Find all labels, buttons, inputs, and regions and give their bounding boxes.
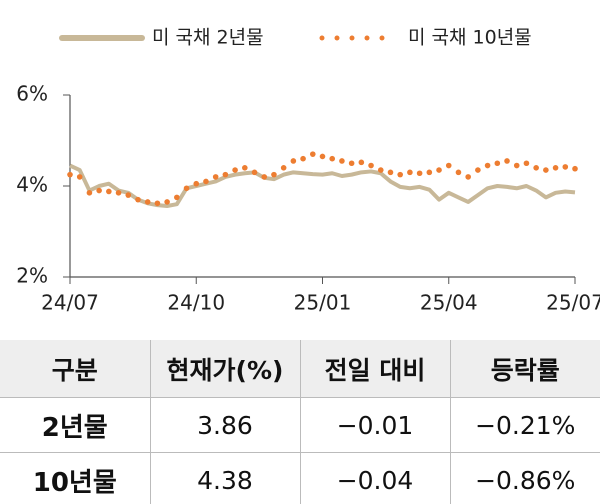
data-point xyxy=(562,164,569,170)
data-point xyxy=(125,192,132,198)
legend-label: 미 국채 2년물 xyxy=(152,27,264,49)
legend-swatch xyxy=(334,35,340,41)
data-point xyxy=(135,196,141,203)
data-point xyxy=(261,174,268,180)
data-point xyxy=(290,158,297,164)
data-point xyxy=(242,165,248,171)
data-table: 구분 현재가(%) 전일 대비 등락률 2년물 3.86 −0.01 −0.21% 10년물 4.… xyxy=(0,340,600,504)
data-point xyxy=(329,155,336,162)
data-point xyxy=(251,169,258,176)
data-point xyxy=(300,155,306,162)
table-cell: −0.04 xyxy=(299,452,450,504)
data-point xyxy=(271,171,277,178)
table-cell: 4.38 xyxy=(149,452,300,504)
data-point xyxy=(319,153,326,160)
data-point xyxy=(115,190,122,196)
data-point xyxy=(154,200,161,207)
data-point xyxy=(96,187,102,194)
table-row: 구분 현재가(%) 전일 대비 등락률 xyxy=(0,340,600,398)
table-cell: −0.86% xyxy=(449,452,600,504)
data-point xyxy=(280,165,287,171)
data-point xyxy=(465,174,471,180)
table-cell: −0.21% xyxy=(449,397,600,453)
data-point xyxy=(193,180,200,187)
data-point xyxy=(76,174,83,180)
data-point xyxy=(106,188,112,195)
legend-swatch xyxy=(364,35,370,41)
x-tick-label: 25/07 xyxy=(546,291,600,315)
y-tick-label: 6% xyxy=(16,82,48,106)
data-point xyxy=(203,178,209,185)
table-cell: 10년물 xyxy=(0,452,150,504)
table-cell: 현재가(%) xyxy=(149,340,300,398)
data-point xyxy=(436,167,442,173)
x-tick-label: 24/07 xyxy=(41,291,99,315)
table-row: 10년물 4.38 −0.04 −0.86% xyxy=(0,452,600,504)
data-point xyxy=(426,169,433,176)
x-tick-label: 25/04 xyxy=(420,291,478,315)
data-point xyxy=(222,171,229,178)
data-point xyxy=(455,169,462,176)
table-cell: 3.86 xyxy=(149,397,300,453)
chart: 2% 4% 6% 24/07 24/10 25/01 25/04 25/07 미 국채 2년물 미… xyxy=(16,27,600,315)
data-point xyxy=(543,167,549,173)
data-point xyxy=(183,185,190,192)
data-point xyxy=(572,165,578,172)
data-point xyxy=(67,171,73,178)
data-point xyxy=(377,167,384,173)
data-point xyxy=(523,160,530,167)
legend-swatch xyxy=(379,35,385,41)
data-line xyxy=(69,163,576,209)
data-point xyxy=(309,151,316,157)
table-cell: 2년물 xyxy=(0,397,150,453)
data-point xyxy=(552,165,559,171)
data-point xyxy=(484,162,491,169)
data-point xyxy=(144,199,151,205)
data-point xyxy=(387,169,394,176)
y-tick-label: 2% xyxy=(16,264,48,288)
data-point xyxy=(407,169,413,176)
data-point xyxy=(445,162,452,169)
x-tick-label: 24/10 xyxy=(167,291,225,315)
data-point xyxy=(368,162,374,169)
data-point xyxy=(513,162,520,169)
table-cell: 등락률 xyxy=(449,340,600,398)
table-cell: 구분 xyxy=(0,340,150,398)
table-row: 2년물 3.86 −0.01 −0.21% xyxy=(0,397,600,453)
data-point xyxy=(86,190,93,196)
table-cell: −0.01 xyxy=(299,397,450,453)
data-point xyxy=(339,158,345,164)
x-tick-label: 25/01 xyxy=(294,291,352,315)
data-point xyxy=(475,167,481,173)
legend-swatch xyxy=(349,35,355,41)
data-point xyxy=(358,159,365,166)
data-point xyxy=(348,160,355,167)
data-point xyxy=(533,165,539,171)
data-point xyxy=(232,167,238,173)
data-point xyxy=(504,158,510,164)
data-point xyxy=(212,174,219,180)
data-point xyxy=(494,160,501,167)
data-point xyxy=(164,199,170,205)
data-point xyxy=(416,170,423,177)
legend-swatch xyxy=(319,35,325,41)
data-point xyxy=(397,171,403,178)
legend-label: 미 국채 10년물 xyxy=(408,27,532,49)
y-tick-label: 4% xyxy=(16,173,48,197)
data-point xyxy=(174,194,180,201)
table-cell: 전일 대비 xyxy=(299,340,450,398)
